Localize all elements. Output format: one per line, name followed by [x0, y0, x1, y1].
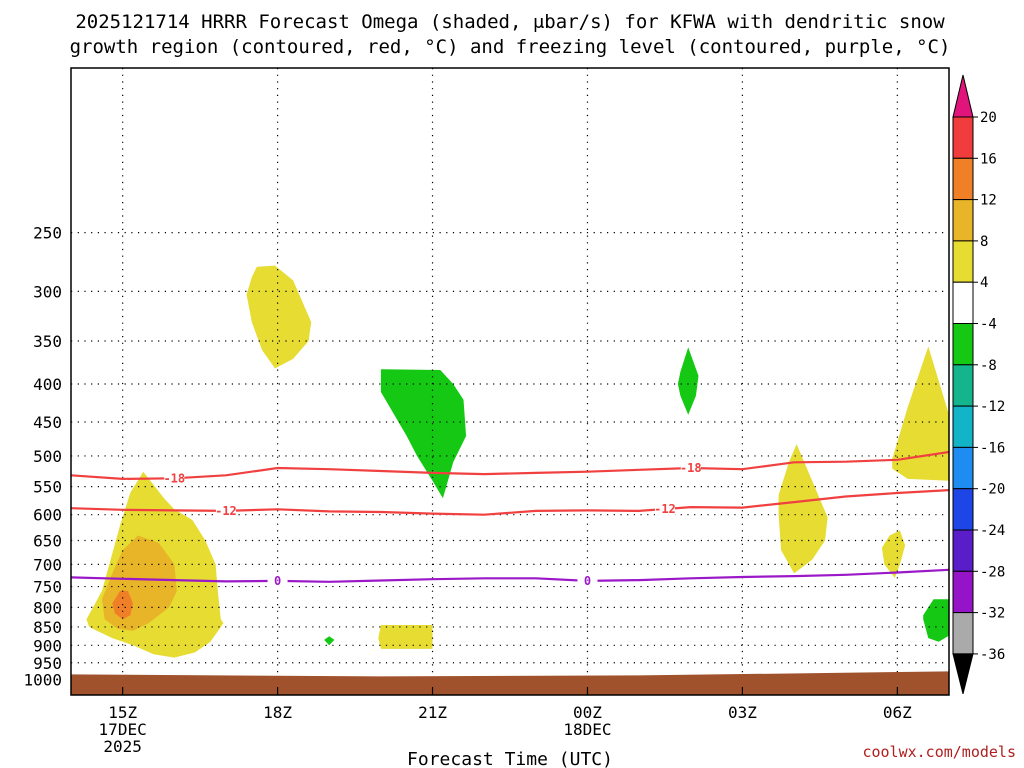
colorbar-label--36: -36 — [980, 647, 1005, 663]
y-tick-label-800: 800 — [33, 598, 62, 617]
omega-region-10 — [892, 346, 949, 481]
colorbar-swatch-9 — [952, 488, 974, 531]
ground-layer — [71, 671, 949, 695]
colorbar-swatch-1 — [952, 157, 974, 201]
ground-terrain — [71, 671, 949, 695]
contour-label--18: -18 — [680, 461, 702, 475]
contour-label-bg — [577, 573, 598, 588]
colorbar-swatch-7 — [952, 405, 974, 448]
x-tick-label-21Z: 21Z — [418, 703, 447, 722]
colorbar-label--8: -8 — [980, 358, 997, 374]
x-tick-label-18Z: 18Z — [263, 703, 292, 722]
plot-frame — [70, 67, 950, 696]
colorbar-label--4: -4 — [980, 317, 997, 333]
x-tick-label-06Z: 06Z — [883, 703, 912, 722]
colorbar-label--16: -16 — [980, 440, 1005, 456]
omega-region-11 — [923, 599, 949, 642]
y-tick-label-400: 400 — [33, 375, 62, 394]
contour-label--18: -18 — [163, 471, 185, 485]
colorbar-swatch-0 — [952, 116, 974, 159]
colorbar-top-arrow — [952, 74, 974, 118]
y-tick-label-500: 500 — [33, 447, 62, 466]
contour-label-bg — [267, 573, 288, 588]
omega-region-5 — [378, 625, 433, 649]
y-tick-label-450: 450 — [33, 413, 62, 432]
colorbar-label-16: 16 — [980, 151, 997, 167]
y-tick-label-850: 850 — [33, 618, 62, 637]
colorbar-label--32: -32 — [980, 606, 1005, 622]
y-tick-label-950: 950 — [33, 654, 62, 673]
x-tick-label-17DEC: 17DEC — [99, 720, 147, 739]
colorbar-swatch-6 — [952, 364, 974, 407]
omega-region-8 — [778, 444, 828, 574]
contour-layer: -18 -18 -12 -12 0 0 — [71, 450, 949, 588]
contour--18 — [71, 450, 949, 481]
y-tick-label-550: 550 — [33, 478, 62, 497]
x-tick-label-2025: 2025 — [103, 737, 142, 756]
colorbar-label-12: 12 — [980, 193, 997, 209]
y-tick-label-350: 350 — [33, 332, 62, 351]
colorbar-swatch-12 — [952, 612, 974, 655]
y-tick-label-650: 650 — [33, 531, 62, 550]
y-tick-label-300: 300 — [33, 282, 62, 301]
source-credit: coolwx.com/models — [862, 743, 1016, 761]
contour-label-bg — [164, 471, 185, 486]
omega-region-4 — [324, 636, 335, 646]
colorbar-swatch-3 — [952, 240, 974, 283]
colorbar-swatch-4 — [952, 281, 974, 325]
colorbar-label-8: 8 — [980, 234, 988, 250]
x-tick-label-15Z: 15Z — [108, 703, 137, 722]
contour-label-bg — [215, 503, 236, 518]
y-tick-label-750: 750 — [33, 578, 62, 597]
colorbar-label--24: -24 — [980, 523, 1005, 539]
y-tick-label-700: 700 — [33, 555, 62, 574]
colorbar-swatch-11 — [952, 570, 974, 614]
colorbar-label-4: 4 — [980, 275, 988, 291]
colorbar-swatch-2 — [952, 199, 974, 242]
contour-label-bg — [654, 501, 675, 516]
colorbar-label-20: 20 — [980, 110, 997, 126]
colorbar-swatch-5 — [952, 323, 974, 366]
y-tick-label-900: 900 — [33, 636, 62, 655]
colorbar-swatch-8 — [952, 446, 974, 490]
chart-title-line-2: growth region (contoured, red, °C) and f… — [70, 36, 951, 58]
colorbar-label--20: -20 — [980, 482, 1005, 498]
omega-region-7 — [677, 347, 699, 415]
y-tick-label-1000: 1000 — [23, 670, 62, 689]
omega-shading-layer — [86, 265, 949, 658]
contour-label--12: -12 — [654, 502, 676, 516]
colorbar: 20 16 12 8 4 -4 -8 -12 -16 -20 -24 -28 -32 -36 — [952, 74, 1005, 695]
contour-label-bg — [680, 460, 701, 475]
y-tick-label-600: 600 — [33, 506, 62, 525]
x-tick-label-03Z: 03Z — [728, 703, 757, 722]
colorbar-bottom-arrow — [952, 653, 974, 695]
colorbar-swatch-10 — [952, 529, 974, 572]
colorbar-label--12: -12 — [980, 399, 1005, 415]
colorbar-label--28: -28 — [980, 564, 1005, 580]
contour-0 — [71, 568, 949, 583]
x-axis-label: Forecast Time (UTC) — [407, 749, 613, 768]
contour-label-0: 0 — [274, 574, 281, 588]
x-tick-label-00Z: 00Z — [573, 703, 602, 722]
omega-region-9 — [881, 530, 906, 578]
contour-label--12: -12 — [215, 504, 237, 518]
contour-label-0: 0 — [584, 574, 591, 588]
chart-title-line-1: 2025121714 HRRR Forecast Omega (shaded, … — [75, 11, 945, 33]
y-axis-ticks: 2503003504004505005506006507007508008509… — [23, 224, 62, 690]
x-tick-label-18DEC: 18DEC — [563, 720, 611, 739]
omega-region-6 — [380, 369, 467, 499]
omega-region-3 — [246, 265, 312, 369]
y-tick-label-250: 250 — [33, 224, 62, 243]
